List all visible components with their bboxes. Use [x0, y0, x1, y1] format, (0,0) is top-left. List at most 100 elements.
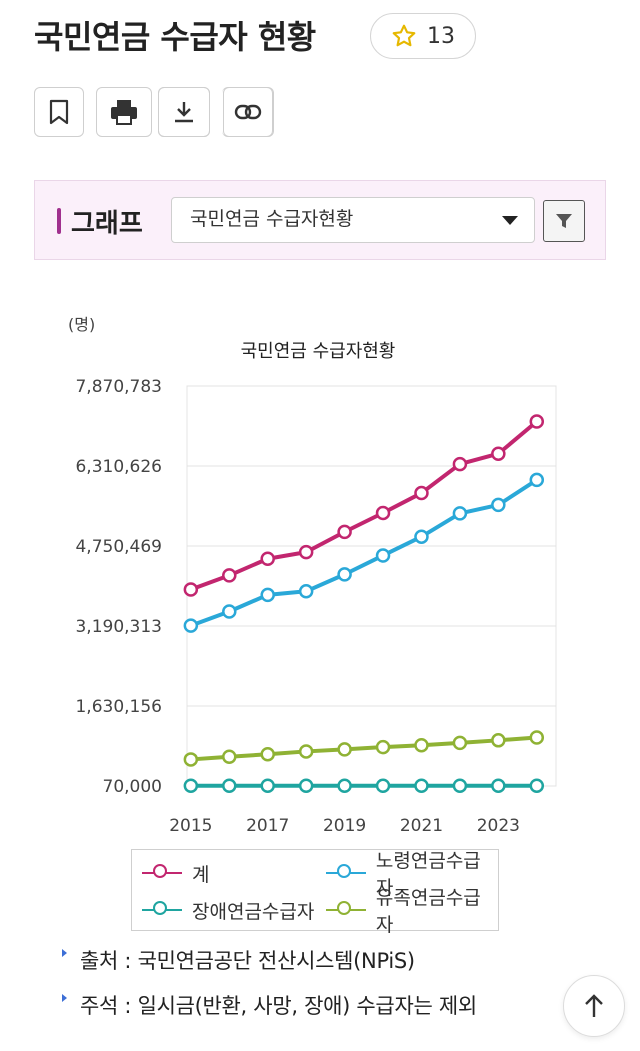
data-point [298, 744, 314, 759]
link-button[interactable] [223, 87, 273, 137]
legend-item-old-age[interactable]: 노령연금수급자 [326, 850, 498, 899]
legend-label: 장애연금수급자 [192, 900, 315, 923]
data-point [222, 568, 237, 583]
data-point [491, 778, 506, 793]
arrow-up-icon [585, 994, 603, 1017]
data-point [491, 446, 506, 461]
page-title: 국민연금 수급자 현황 [34, 18, 316, 56]
x-tick-label: 2021 [400, 816, 443, 836]
bookmark-button[interactable] [34, 87, 84, 137]
remark-note: 주석 : 일시금(반환, 사망, 장애) 수급자는 제외 [62, 990, 477, 1020]
data-point [183, 778, 199, 793]
scroll-top-button[interactable] [563, 975, 625, 1037]
data-point [491, 497, 506, 513]
filter-button[interactable] [543, 200, 585, 242]
data-point [375, 778, 391, 793]
legend-item-disability[interactable]: 장애연금수급자 [142, 895, 314, 925]
graph-select-value: 국민연금 수급자현황 [190, 208, 354, 230]
x-axis-ticks: 2015 2017 2019 2021 2023 [169, 816, 520, 836]
data-point [375, 505, 391, 521]
legend-label: 유족연금수급자 [375, 887, 481, 936]
bullet-icon [62, 994, 67, 1002]
data-point [452, 735, 468, 751]
graph-select[interactable]: 국민연금 수급자현황 [171, 197, 535, 243]
line-chart: 70,000 1,630,156 3,190,313 4,750,469 6,310,6… [68, 315, 557, 836]
data-point [414, 738, 429, 753]
data-point [529, 730, 545, 745]
y-tick-label: 6,310,626 [75, 457, 162, 477]
data-point [414, 485, 429, 501]
graph-label: 그래프 [71, 209, 143, 239]
data-point [337, 567, 352, 582]
data-point [222, 749, 237, 764]
legend-label: 계 [192, 863, 210, 886]
data-point [298, 544, 314, 560]
data-point [337, 524, 352, 540]
bookmark-icon [49, 99, 69, 125]
data-point [452, 506, 468, 521]
legend-item-total[interactable]: 계 [142, 858, 209, 888]
series-line [190, 478, 538, 628]
y-tick-label: 70,000 [103, 777, 162, 797]
data-point [298, 584, 314, 599]
data-point [298, 778, 314, 793]
graph-accent-bar [57, 208, 61, 234]
remark-text: 주석 : 일시금(반환, 사망, 장애) 수급자는 제외 [80, 994, 477, 1018]
data-point [337, 742, 352, 757]
legend-item-survivor[interactable]: 유족연금수급자 [326, 887, 498, 936]
x-tick-label: 2017 [246, 816, 289, 836]
data-point [414, 529, 429, 544]
series-line [190, 735, 537, 762]
chart-grid [186, 385, 557, 787]
data-point [414, 778, 429, 793]
graph-panel: 그래프 국민연금 수급자현황 [34, 180, 606, 260]
y-axis-ticks: 70,000 1,630,156 3,190,313 4,750,469 6,310,6… [75, 377, 162, 797]
chart-title: 국민연금 수급자현황 [241, 341, 396, 362]
x-tick-label: 2019 [323, 816, 366, 836]
series-lines [183, 414, 545, 793]
legend-label: 노령연금수급자 [375, 850, 481, 899]
y-tick-label: 1,630,156 [75, 697, 162, 717]
data-point [260, 778, 275, 793]
legend-swatch [326, 900, 366, 915]
data-point [260, 587, 275, 603]
legend-swatch [142, 900, 182, 915]
chevron-down-icon [502, 216, 518, 225]
data-point [337, 778, 352, 793]
chart-legend: 계 노령연금수급자 장애연금수급자 유족연금수급자 [131, 849, 499, 936]
data-point [222, 604, 237, 619]
y-tick-label: 7,870,783 [75, 377, 162, 397]
data-point [529, 414, 545, 429]
source-note: 출처 : 국민연금공단 전산시스템(NPiS) [62, 945, 415, 975]
print-button[interactable] [96, 87, 152, 137]
data-point [222, 778, 237, 793]
download-frame [158, 87, 210, 137]
favorite-button[interactable]: 13 [370, 13, 476, 59]
download-icon [175, 102, 193, 123]
favorite-count: 13 [427, 23, 455, 49]
y-tick-label: 3,190,313 [75, 617, 162, 637]
data-point [260, 747, 275, 762]
link-icon [234, 104, 262, 120]
data-point [183, 618, 199, 633]
legend-swatch [142, 863, 182, 878]
legend-swatch [326, 863, 366, 878]
star-icon [392, 24, 416, 47]
data-point [452, 456, 468, 472]
source-text: 출처 : 국민연금공단 전산시스템(NPiS) [80, 949, 415, 973]
data-point [260, 551, 275, 566]
filter-icon [556, 214, 572, 228]
y-axis-unit: (명) [68, 315, 95, 334]
data-point [375, 548, 391, 563]
data-point [529, 472, 545, 488]
print-icon [111, 100, 137, 125]
x-tick-label: 2023 [477, 816, 520, 836]
y-tick-label: 4,750,469 [75, 537, 162, 557]
plot-area [186, 385, 557, 787]
data-point [375, 739, 391, 755]
x-tick-label: 2015 [169, 816, 212, 836]
series-line [190, 419, 539, 592]
data-point [491, 733, 506, 748]
data-point [183, 582, 199, 597]
bullet-icon [62, 949, 67, 957]
